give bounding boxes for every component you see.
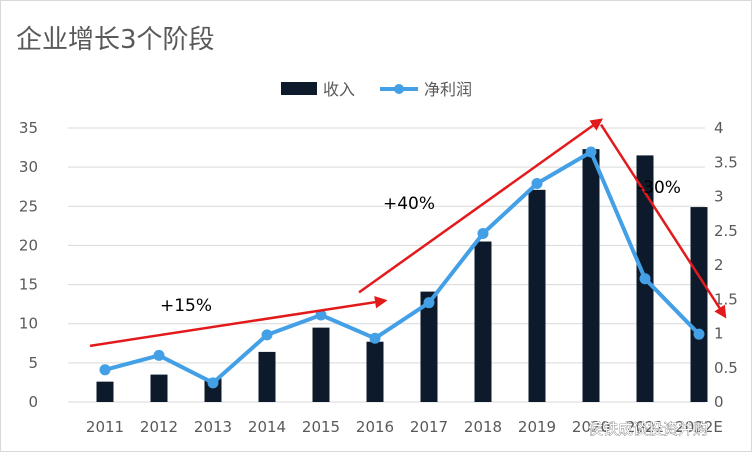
bar-revenue bbox=[582, 149, 600, 402]
y-left-tick-label: 25 bbox=[19, 197, 38, 215]
x-tick-label: 2019 bbox=[518, 418, 556, 436]
profit-marker bbox=[639, 273, 651, 285]
watermark-text: 侯铁成谈投资并购 bbox=[588, 420, 708, 438]
y-right-tick-label: 2.5 bbox=[714, 222, 738, 240]
bar-revenue bbox=[150, 374, 168, 402]
y-left-tick-label: 30 bbox=[19, 158, 38, 176]
profit-line bbox=[104, 149, 701, 385]
profit-marker bbox=[207, 377, 219, 389]
legend-swatch-revenue bbox=[281, 82, 317, 95]
profit-marker bbox=[585, 146, 597, 158]
x-tick-label: 2012 bbox=[140, 418, 178, 436]
growth-arrow bbox=[89, 295, 388, 348]
profit-marker bbox=[369, 332, 381, 344]
profit-marker bbox=[477, 227, 489, 239]
y-right-tick-label: 3 bbox=[714, 188, 724, 206]
profit-marker bbox=[99, 364, 111, 376]
profit-marker bbox=[531, 177, 543, 189]
y-right-tick-label: 3.5 bbox=[714, 153, 738, 171]
chart-title: 企业增长3个阶段 bbox=[16, 25, 215, 55]
bar-revenue bbox=[258, 351, 276, 402]
bar-revenue bbox=[474, 241, 492, 402]
axis-ticks: 0 5 10 15 20 25 30 35 0 0.5 1 1.5 2 2.5 3 3.5 4 2011 2012 2… bbox=[19, 119, 738, 436]
x-tick-label: 2022E bbox=[675, 418, 723, 436]
y-right-tick-label: 2 bbox=[714, 256, 724, 274]
legend: 收入 净利润 bbox=[281, 80, 472, 99]
bar-revenue bbox=[312, 327, 330, 402]
growth-label: -30% bbox=[637, 178, 681, 198]
bar-revenue bbox=[96, 381, 114, 402]
profit-marker bbox=[261, 329, 273, 341]
y-right-tick-label: 1.5 bbox=[714, 290, 738, 308]
y-left-tick-label: 20 bbox=[19, 236, 38, 254]
x-tick-label: 2021 bbox=[626, 418, 664, 436]
y-left-tick-label: 35 bbox=[19, 119, 38, 137]
growth-label: +15% bbox=[160, 296, 212, 316]
legend-label-revenue: 收入 bbox=[323, 80, 355, 99]
growth-arrow bbox=[358, 118, 604, 294]
legend-label-profit: 净利润 bbox=[424, 80, 472, 99]
annotations: +15% +40% -30% bbox=[89, 118, 727, 348]
bar-revenue bbox=[690, 207, 708, 402]
x-tick-label: 2015 bbox=[302, 418, 340, 436]
legend-marker-profit bbox=[394, 84, 404, 94]
y-left-tick-label: 15 bbox=[19, 276, 38, 294]
y-right-tick-label: 0.5 bbox=[714, 359, 738, 377]
y-right-tick-label: 0 bbox=[714, 393, 724, 411]
profit-marker bbox=[423, 297, 435, 309]
growth-arrow bbox=[599, 123, 727, 319]
x-tick-label: 2017 bbox=[410, 418, 448, 436]
y-left-tick-label: 5 bbox=[28, 354, 38, 372]
x-tick-label: 2016 bbox=[356, 418, 394, 436]
profit-marker bbox=[693, 328, 705, 340]
x-tick-label: 2018 bbox=[464, 418, 502, 436]
growth-label: +40% bbox=[383, 194, 435, 214]
x-tick-label: 2013 bbox=[194, 418, 232, 436]
y-right-tick-label: 1 bbox=[714, 325, 724, 343]
line-series-profit bbox=[99, 146, 705, 389]
x-tick-label: 2011 bbox=[86, 418, 124, 436]
bar-revenue bbox=[366, 341, 384, 402]
bar-revenue bbox=[528, 189, 546, 402]
y-left-tick-label: 0 bbox=[28, 393, 38, 411]
y-right-tick-label: 4 bbox=[714, 119, 724, 137]
profit-marker bbox=[153, 349, 165, 361]
x-tick-label: 2020 bbox=[572, 418, 610, 436]
profit-marker bbox=[315, 309, 327, 321]
y-left-tick-label: 10 bbox=[19, 315, 38, 333]
bar-series-revenue bbox=[96, 149, 708, 402]
x-tick-label: 2014 bbox=[248, 418, 286, 436]
bar-revenue bbox=[420, 291, 438, 402]
